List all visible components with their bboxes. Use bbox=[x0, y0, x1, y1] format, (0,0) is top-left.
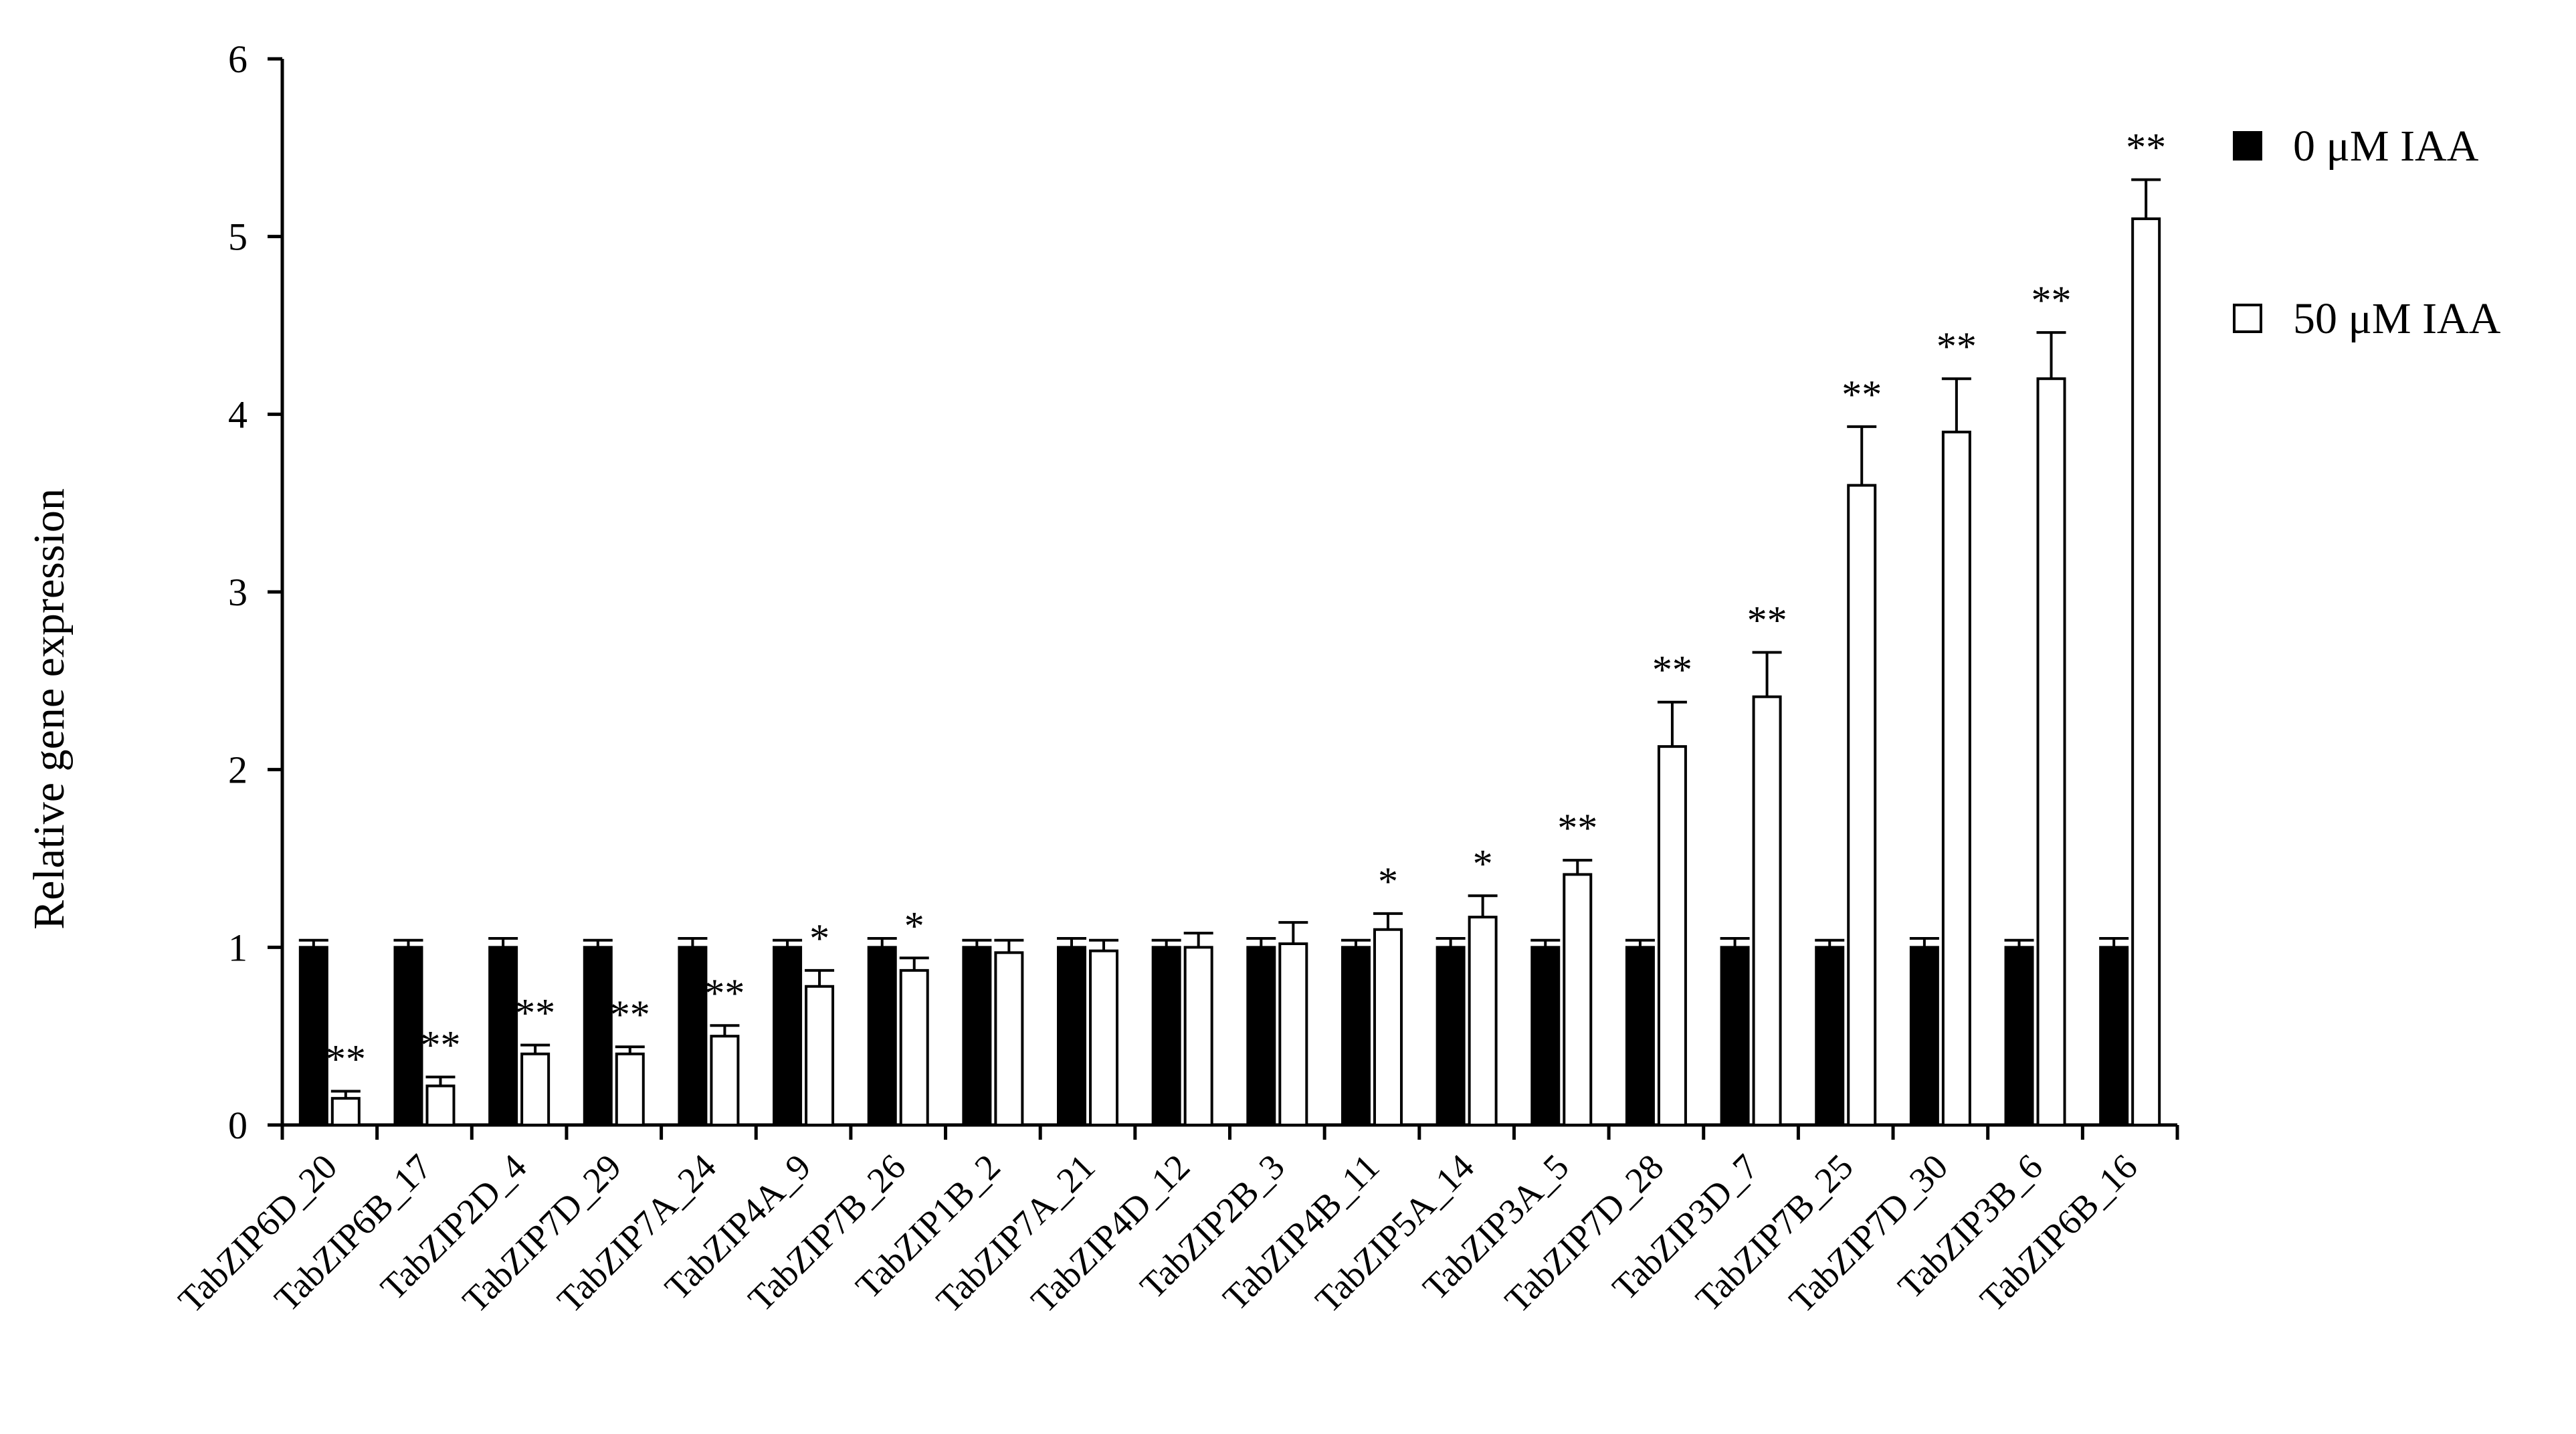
bar-0uM bbox=[962, 946, 992, 1127]
bar-0uM bbox=[583, 946, 613, 1127]
bar-0uM bbox=[488, 946, 518, 1127]
legend-label: 0 μM IAA bbox=[2293, 122, 2479, 171]
bar-50uM bbox=[2036, 377, 2066, 1127]
significance-marker: * bbox=[809, 916, 829, 960]
y-tick-label: 3 bbox=[228, 571, 247, 614]
significance-marker: ** bbox=[704, 971, 745, 1015]
significance-marker: ** bbox=[1937, 324, 1977, 369]
bar-50uM bbox=[1563, 873, 1593, 1127]
bar-0uM bbox=[867, 946, 897, 1127]
y-tick-label: 0 bbox=[228, 1104, 247, 1147]
y-tick-label: 2 bbox=[228, 748, 247, 792]
significance-marker: ** bbox=[610, 993, 650, 1037]
significance-marker: ** bbox=[1557, 806, 1597, 850]
bar-0uM bbox=[2099, 946, 2129, 1127]
bar-0uM bbox=[1057, 946, 1087, 1127]
bar-50uM bbox=[1752, 695, 1782, 1126]
bar-0uM bbox=[1435, 946, 1466, 1127]
significance-marker: ** bbox=[326, 1037, 366, 1082]
bar-50uM bbox=[1089, 949, 1119, 1126]
bar-50uM bbox=[899, 968, 929, 1126]
y-tick-label: 5 bbox=[228, 215, 247, 259]
significance-marker: ** bbox=[420, 1023, 460, 1067]
bar-50uM bbox=[994, 951, 1024, 1126]
bar-0uM bbox=[1625, 946, 1655, 1127]
bar-50uM bbox=[615, 1052, 645, 1126]
significance-marker: ** bbox=[2126, 126, 2166, 170]
bar-0uM bbox=[1341, 946, 1371, 1127]
bar-50uM bbox=[520, 1052, 551, 1126]
y-tick-label: 4 bbox=[228, 393, 247, 436]
y-tick-label: 6 bbox=[228, 37, 247, 81]
bar-50uM bbox=[805, 985, 835, 1127]
bar-0uM bbox=[1151, 946, 1181, 1127]
bar-50uM bbox=[710, 1035, 740, 1126]
legend-swatch bbox=[2233, 131, 2262, 161]
bar-0uM bbox=[1246, 946, 1276, 1127]
bar-50uM bbox=[1373, 928, 1403, 1127]
significance-marker: ** bbox=[515, 991, 555, 1035]
bars: ** **** ** *** ** *************** bbox=[298, 126, 2166, 1127]
legend-label: 50 μM IAA bbox=[2293, 294, 2501, 343]
bar-0uM bbox=[1720, 946, 1750, 1127]
bar-0uM bbox=[298, 946, 328, 1127]
bar-50uM bbox=[1183, 946, 1213, 1127]
significance-marker: * bbox=[1378, 859, 1398, 904]
y-tick-label: 1 bbox=[228, 926, 247, 969]
bar-0uM bbox=[678, 946, 708, 1127]
bar-0uM bbox=[1530, 946, 1561, 1127]
bar-0uM bbox=[1909, 946, 1939, 1127]
bar-0uM bbox=[773, 946, 803, 1127]
significance-marker: ** bbox=[2032, 278, 2072, 322]
bar-0uM bbox=[2004, 946, 2034, 1127]
bar-50uM bbox=[330, 1097, 361, 1127]
significance-marker: ** bbox=[1747, 598, 1787, 642]
bar-50uM bbox=[1847, 484, 1877, 1126]
significance-marker: ** bbox=[1652, 648, 1692, 692]
significance-marker: * bbox=[904, 904, 924, 948]
bar-50uM bbox=[1468, 916, 1498, 1127]
y-axis-title: Relative gene expression bbox=[25, 488, 74, 930]
bar-50uM bbox=[2131, 217, 2161, 1127]
bar-0uM bbox=[1815, 946, 1845, 1127]
bar-50uM bbox=[1941, 430, 1971, 1126]
significance-marker: ** bbox=[1842, 373, 1882, 417]
bar-50uM bbox=[1278, 942, 1308, 1127]
bar-0uM bbox=[393, 946, 423, 1127]
legend: 0 μM IAA 50 μM IAA bbox=[2233, 122, 2501, 343]
significance-marker: * bbox=[1473, 841, 1493, 886]
bar-50uM bbox=[1657, 745, 1687, 1126]
bar-50uM bbox=[425, 1084, 456, 1127]
legend-swatch bbox=[2233, 304, 2262, 333]
category-labels: TabZIP6D_20TabZIP6B_17TabZIP2D_4TabZIP7D… bbox=[171, 1146, 2145, 1320]
